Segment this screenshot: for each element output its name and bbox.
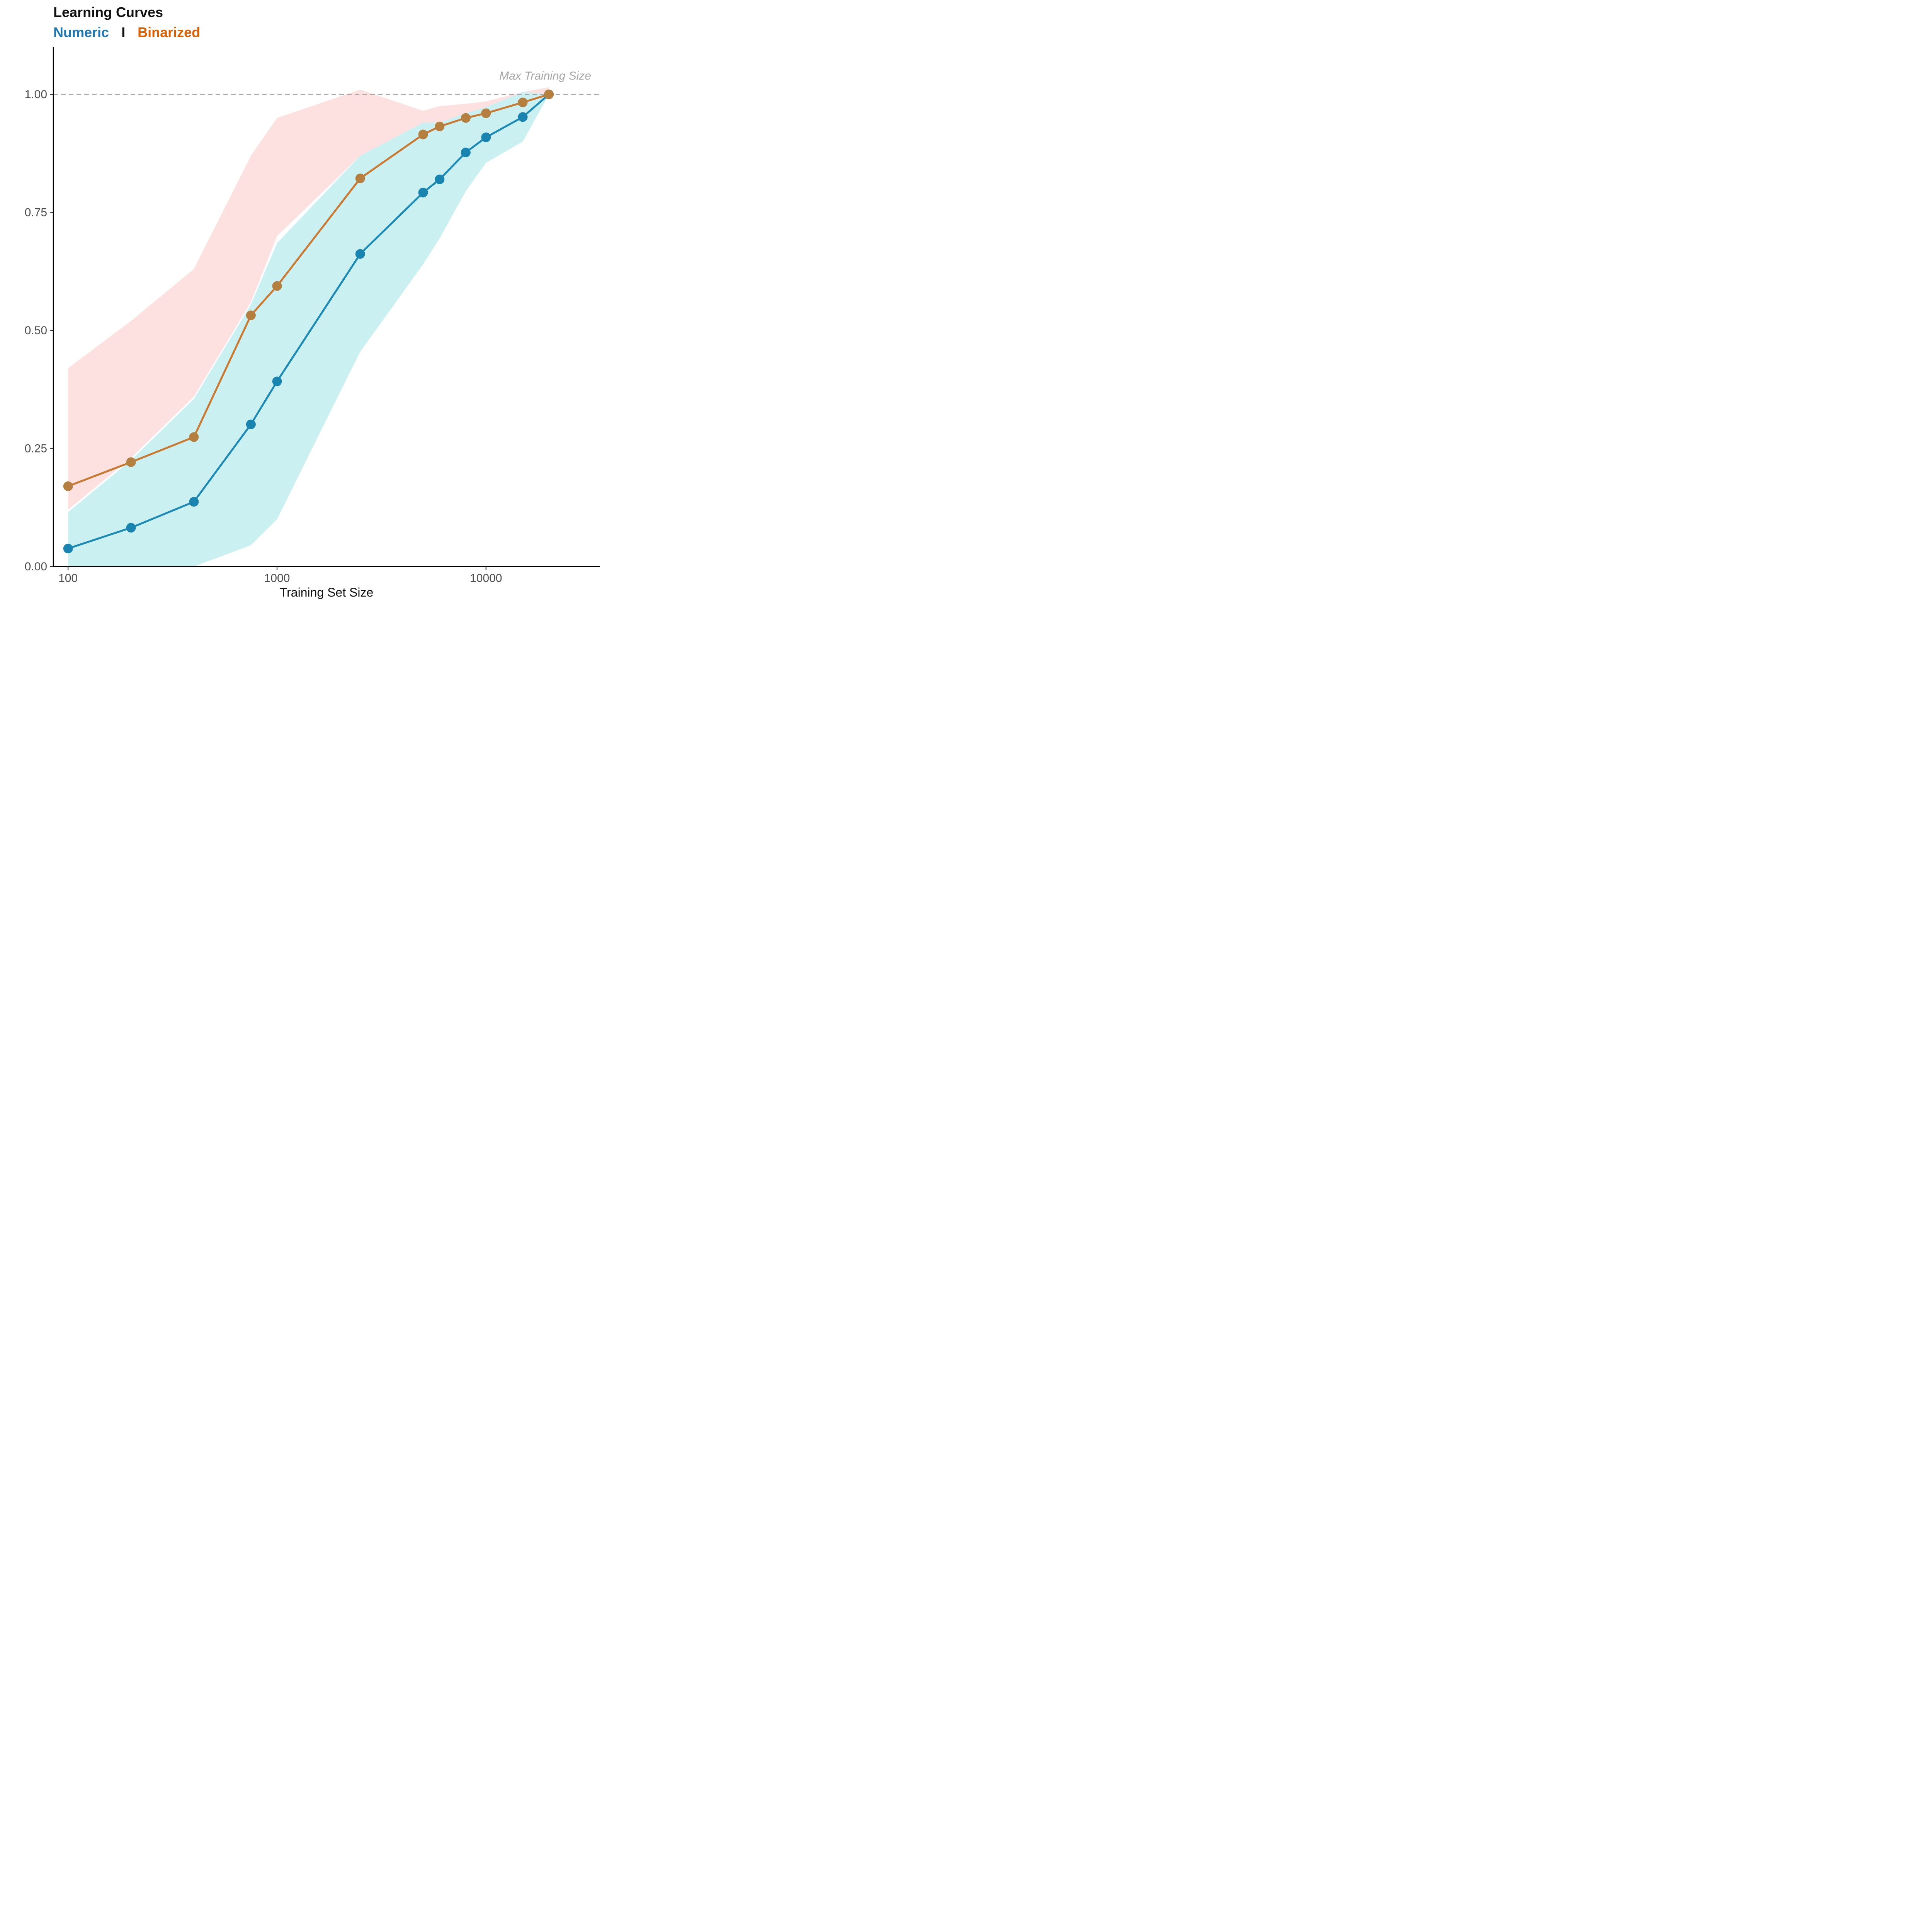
point-binarized-15000 (518, 97, 528, 107)
y-tick-label-0.00: 0.00 (25, 560, 47, 573)
x-tick-label-1000: 1000 (264, 572, 290, 585)
legend-item-binarized: Binarized (138, 24, 200, 40)
y-tick-label-0.25: 0.25 (25, 442, 47, 455)
line-numeric (67, 93, 550, 550)
reference-line-label: Max Training Size (499, 70, 591, 82)
point-binarized-10000 (481, 108, 491, 118)
legend-item-numeric: Numeric (53, 24, 109, 40)
point-numeric-10000 (481, 132, 491, 142)
point-binarized-2500 (355, 173, 365, 184)
point-binarized-1000 (272, 281, 282, 291)
point-numeric-1000 (272, 376, 282, 386)
point-numeric-8000 (461, 148, 471, 157)
point-numeric-750 (246, 419, 256, 429)
point-binarized-200 (126, 457, 136, 467)
chart-container: 0.00 0.25 0.50 0.75 1.00 100 1000 10000 Learnin… (0, 0, 606, 606)
point-binarized-100 (63, 481, 73, 491)
point-binarized-20000 (544, 89, 554, 99)
y-tick-label-0.75: 0.75 (25, 206, 47, 219)
x-axis-title: Training Set Size (280, 585, 373, 599)
chart-subtitle-legend: Numeric I Binarized (53, 24, 200, 40)
point-numeric-400 (189, 497, 199, 507)
series-lines (67, 93, 550, 550)
point-numeric-15000 (518, 112, 528, 122)
point-numeric-2500 (355, 249, 365, 259)
x-tick-label-100: 100 (58, 572, 78, 585)
point-numeric-6000 (435, 174, 445, 184)
axes: 0.00 0.25 0.50 0.75 1.00 100 1000 10000 (25, 47, 600, 585)
point-numeric-200 (126, 523, 136, 533)
y-tick-label-1.00: 1.00 (25, 88, 47, 101)
point-numeric-100 (63, 544, 73, 554)
learning-curves-chart: 0.00 0.25 0.50 0.75 1.00 100 1000 10000 Learnin… (25, 4, 600, 599)
line-binarized (67, 93, 550, 487)
chart-title: Learning Curves (53, 4, 163, 20)
point-binarized-750 (246, 310, 256, 320)
series-points (63, 89, 554, 554)
y-tick-label-0.50: 0.50 (25, 324, 47, 337)
point-binarized-6000 (435, 121, 445, 131)
legend-separator: I (121, 24, 125, 40)
x-tick-label-10000: 10000 (470, 572, 502, 585)
confidence-bands (68, 87, 549, 567)
point-numeric-5000 (418, 187, 428, 197)
point-binarized-8000 (461, 113, 471, 123)
point-binarized-400 (189, 432, 199, 442)
band-numeric (68, 92, 549, 567)
point-binarized-5000 (418, 129, 428, 139)
